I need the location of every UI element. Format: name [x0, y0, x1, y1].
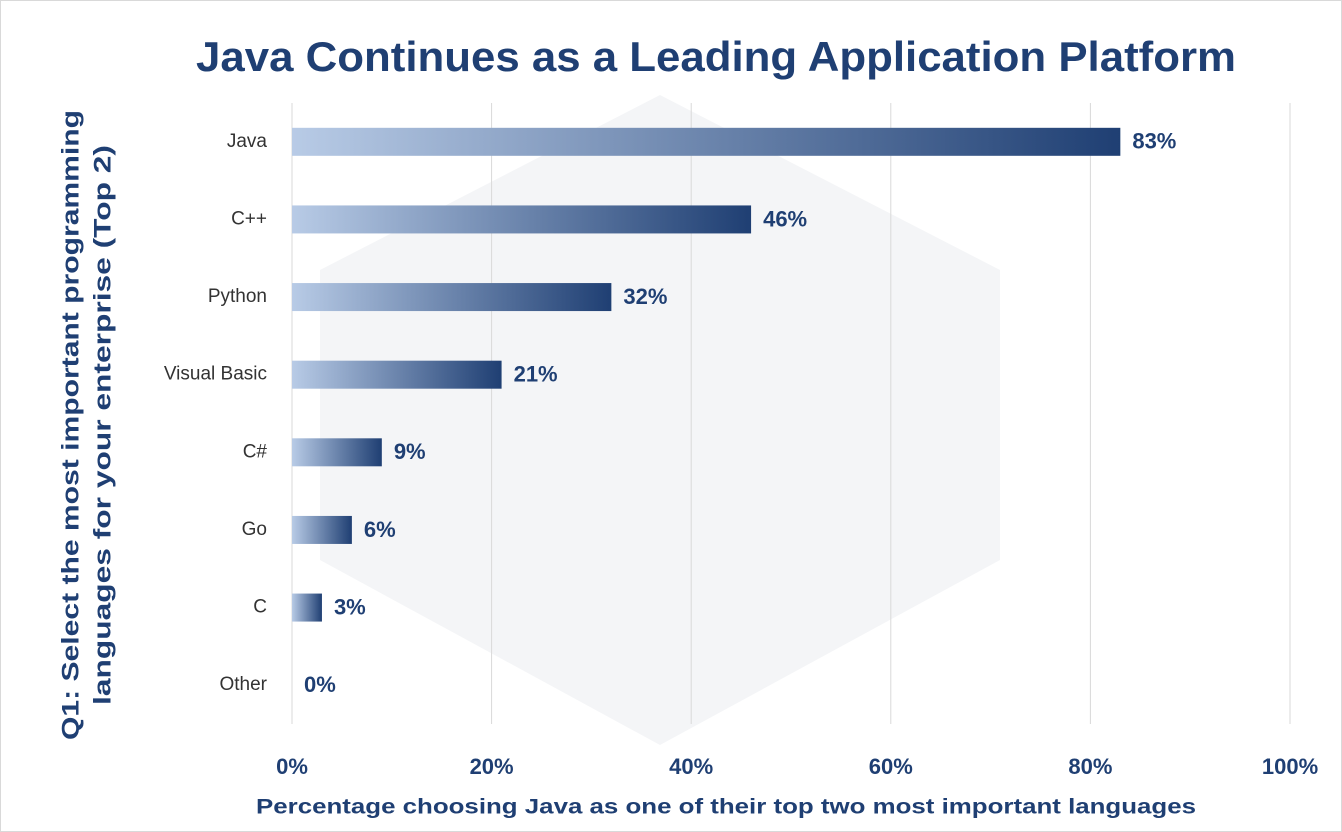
y-tick-label: C#: [243, 441, 268, 462]
value-label: 3%: [334, 594, 366, 619]
y-tick-label: Other: [219, 674, 267, 695]
bar: [292, 593, 322, 622]
value-label: 83%: [1132, 129, 1176, 154]
bar: [292, 438, 382, 467]
bar: [292, 205, 752, 234]
value-label: 46%: [763, 206, 807, 231]
y-axis-label: languages for your enterprise (Top 2): [89, 145, 116, 705]
y-tick-label: Visual Basic: [164, 364, 267, 385]
x-tick-label: 40%: [669, 754, 713, 779]
watermark: [320, 95, 1000, 745]
value-label: 0%: [304, 672, 336, 697]
value-label: 6%: [364, 517, 396, 542]
value-label: 9%: [394, 439, 426, 464]
x-tick-label: 20%: [470, 754, 514, 779]
bar: [292, 515, 352, 544]
bar: [292, 360, 502, 389]
y-tick-label: Python: [208, 286, 267, 307]
value-label: 21%: [514, 362, 558, 387]
bar: [292, 283, 612, 312]
y-tick-label: C: [253, 597, 267, 618]
y-tick-label: Go: [242, 519, 267, 540]
value-label: 32%: [623, 284, 667, 309]
y-axis-label: Q1: Select the most important programmin…: [57, 110, 84, 740]
x-tick-label: 80%: [1068, 754, 1112, 779]
x-axis-label: Percentage choosing Java as one of their…: [256, 796, 1196, 819]
x-tick-label: 0%: [276, 754, 308, 779]
y-tick-label: Java: [227, 131, 268, 152]
y-tick-label: C++: [231, 208, 267, 229]
bar: [292, 127, 1121, 156]
x-tick-label: 60%: [869, 754, 913, 779]
chart-title: Java Continues as a Leading Application …: [196, 33, 1236, 80]
x-tick-label: 100%: [1262, 754, 1318, 779]
